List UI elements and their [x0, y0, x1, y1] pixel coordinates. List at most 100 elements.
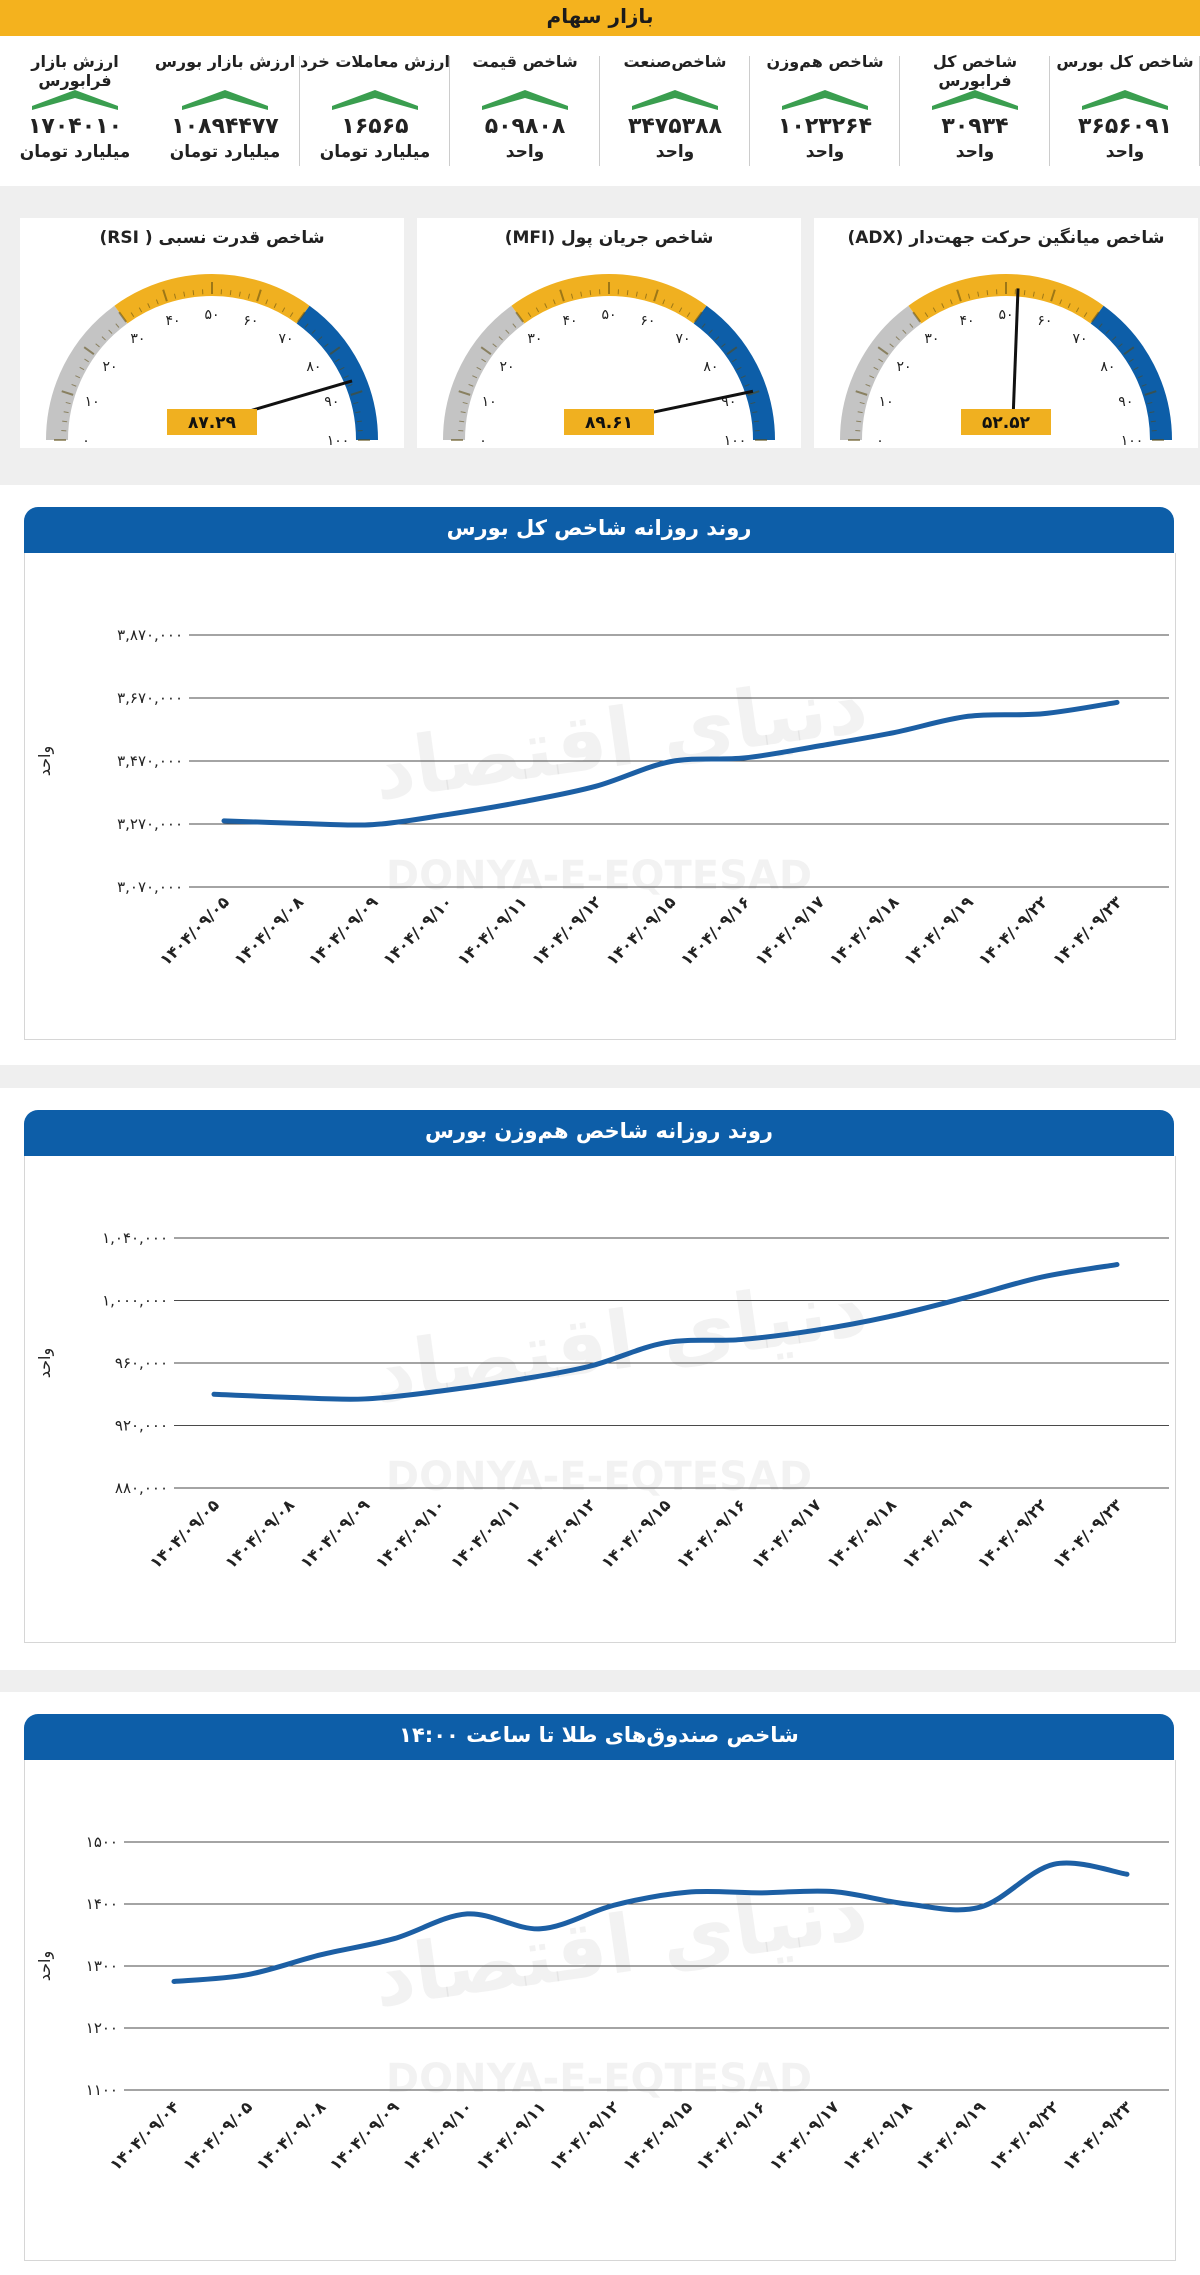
gauge-tick: [873, 366, 879, 371]
gauge-tick: [977, 291, 980, 297]
gauge-tick: [878, 358, 883, 363]
gauge-tick: [1150, 420, 1156, 423]
trend-up-icon: [332, 90, 418, 110]
chart-title: روند روزانه شاخص هم‌وزن بورس: [425, 1119, 773, 1143]
x-tick-label: ۱۴۰۴/۰۹/۲۳: [1049, 1495, 1126, 1572]
market-header: بازار سهام: [0, 0, 1200, 50]
gauge-tick: [350, 390, 363, 396]
gauge-tick-label: ۵۰: [998, 307, 1013, 323]
gauge-tick: [329, 346, 341, 355]
gauge-tick: [162, 289, 168, 302]
gauge-value-box: [564, 409, 654, 435]
gauge-tick: [459, 420, 465, 423]
stat-label: شاخص قیمت: [472, 52, 578, 71]
gauge-card-rsi: شاخص قدرت نسبی ( RSI) ۰ ۱۰ ۲۰ ۳۰ ۴۰ ۵۰ ۶۰ ۷۰ ۸۰ ۹…: [20, 218, 404, 448]
gauge-tick: [694, 311, 703, 323]
stat-value: ۱۶۵۶۵: [341, 114, 409, 139]
stat-value: ۱۰۸۹۴۴۷۷: [171, 114, 279, 139]
gauge-tick: [736, 366, 742, 371]
stat-item: ارزش معاملات خرد ۱۶۵۶۵ میلیارد تومان: [300, 36, 450, 186]
gauge-tick-label: ۱۰: [879, 394, 894, 410]
gauge-tick: [192, 290, 195, 296]
gauge-tick: [857, 411, 863, 414]
x-tick-label: ۱۴۰۴/۰۹/۱۸: [839, 2097, 916, 2174]
x-tick-label: ۱۴۰۴/۰۹/۰۵: [156, 892, 233, 969]
gauge-value-box: [167, 409, 257, 435]
x-tick-label: ۱۴۰۴/۰۹/۲۲: [986, 2097, 1063, 2174]
gauge-tick-label: ۶۰: [243, 313, 258, 329]
x-tick-label: ۱۴۰۴/۰۹/۰۹: [326, 2097, 403, 2174]
stat-value: ۵۰۹۸۰۸: [484, 114, 566, 139]
gauge-tick: [304, 323, 309, 328]
gauge-tick: [949, 299, 953, 305]
gauge-tick: [1067, 303, 1071, 309]
chart-svg: DONYA-E-EQTESAD دنیای اقتصاد ۸۸۰,۰۰۰ ۹۲۰,۰۰…: [35, 1229, 1169, 1572]
gauge-tick: [1083, 312, 1088, 317]
gauge-tick: [492, 343, 497, 348]
gauge-tick-label: ۵۰: [204, 307, 219, 323]
gauge-tick: [559, 289, 565, 302]
gauge-tick-label: ۹۰: [324, 394, 339, 410]
gauge-band: [296, 305, 378, 441]
y-tick-label: ۱۱۰۰: [86, 2081, 118, 2099]
x-tick-label: ۱۴۰۴/۰۹/۱۰: [372, 1495, 449, 1572]
watermark-text: DONYA-E-EQTESAD: [386, 1454, 812, 1500]
gauge-tick: [750, 401, 756, 405]
gauge-tick: [63, 411, 69, 414]
gauge-tick: [476, 366, 482, 371]
gauge-tick: [1141, 383, 1147, 387]
stat-divider: [599, 56, 600, 166]
stat-label: ارزش بازار فرابورس: [31, 52, 119, 90]
gauge-tick: [626, 290, 629, 296]
stat-item: شاخص کل بورس ۳۶۵۶۰۹۱ واحد: [1050, 36, 1200, 186]
gauge-tick: [356, 420, 362, 423]
gauge-tick-label: ۰: [876, 433, 884, 448]
x-tick-label: ۱۴۰۴/۰۹/۲۲: [974, 892, 1051, 969]
gauge-tick: [289, 312, 294, 317]
gauge-tick: [912, 311, 921, 323]
gauge-tick: [956, 289, 962, 302]
chart-title: شاخص صندوق‌های طلا تا ساعت ۱۴:۰۰: [399, 1723, 799, 1747]
gauge-tick: [1118, 343, 1123, 348]
gauge-tick-label: ۲۰: [897, 359, 912, 375]
stat-label: شاخص هم‌وزن: [766, 52, 884, 71]
gauge-tick: [481, 358, 486, 363]
x-tick-label: ۱۴۰۴/۰۹/۰۹: [296, 1495, 373, 1572]
y-tick-label: ۹۶۰,۰۰۰: [115, 1354, 168, 1372]
gauge-tick-label: ۱۰: [482, 394, 497, 410]
stat-item: شاخص‌صنعت ۳۴۷۵۳۸۸ واحد: [600, 36, 750, 186]
gauge-tick-label: ۷۰: [279, 331, 294, 347]
gauge-svg: ۰ ۱۰ ۲۰ ۳۰ ۴۰ ۵۰ ۶۰ ۷۰ ۸۰ ۹۰ ۱۰۰ ۵۲.۵۲: [840, 274, 1172, 448]
y-tick-label: ۳,۶۷۰,۰۰۰: [117, 689, 183, 707]
gauge-tick: [1091, 311, 1100, 323]
gauge-tick: [173, 293, 177, 299]
y-tick-label: ۳,۰۷۰,۰۰۰: [117, 878, 183, 896]
gauge-tick: [732, 358, 737, 363]
stat-unit: واحد: [505, 142, 545, 162]
gauge-tick-label: ۹۰: [1118, 394, 1133, 410]
gauge-tick: [324, 343, 329, 348]
y-tick-label: ۱۲۰۰: [86, 2019, 118, 2037]
stat-item: ارزش بازار فرابورس ۱۷۰۴۰۱۰ میلیارد تومان: [0, 36, 150, 186]
watermark-text: DONYA-E-EQTESAD: [386, 853, 812, 899]
gauge-tick-label: ۴۰: [563, 313, 578, 329]
trend-up-icon: [182, 90, 268, 110]
gauge-tick-label: ۵۰: [601, 307, 616, 323]
gauge-tick: [155, 299, 159, 305]
chart-header: شاخص صندوق‌های طلا تا ساعت ۱۴:۰۰: [24, 1714, 1174, 1760]
gauge-tick: [726, 346, 738, 355]
gauge-tick: [686, 312, 691, 317]
stat-value: ۳۰۹۳۴: [941, 114, 1009, 139]
gauge-tick: [138, 307, 143, 313]
gauge-tick: [265, 299, 269, 305]
gauge-tick: [678, 307, 683, 313]
gauge-tick: [311, 329, 316, 334]
gauge-tick: [83, 346, 95, 355]
gauge-tick: [62, 420, 68, 423]
x-tick-label: ۱۴۰۴/۰۹/۱۵: [597, 1495, 674, 1572]
gauge-tick-label: ۷۰: [1073, 331, 1088, 347]
stat-item: شاخص هم‌وزن ۱۰۲۳۲۶۴ واحد: [750, 36, 900, 186]
gauge-tick: [355, 411, 361, 414]
chart-frame: [24, 553, 1176, 1040]
